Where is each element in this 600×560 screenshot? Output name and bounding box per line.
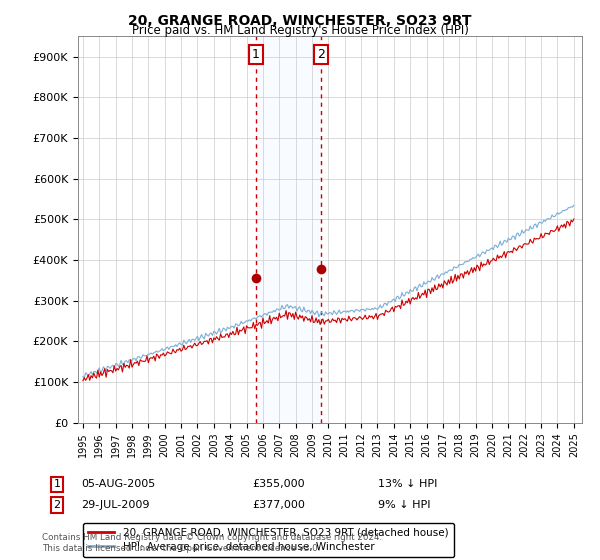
Text: Price paid vs. HM Land Registry's House Price Index (HPI): Price paid vs. HM Land Registry's House … xyxy=(131,24,469,37)
Text: £355,000: £355,000 xyxy=(252,479,305,489)
Bar xyxy=(256,36,321,423)
Text: 05-AUG-2005: 05-AUG-2005 xyxy=(81,479,155,489)
Text: 2: 2 xyxy=(53,500,61,510)
Text: Contains HM Land Registry data © Crown copyright and database right 2024.
This d: Contains HM Land Registry data © Crown c… xyxy=(42,533,382,553)
Text: 13% ↓ HPI: 13% ↓ HPI xyxy=(378,479,437,489)
Text: 20, GRANGE ROAD, WINCHESTER, SO23 9RT: 20, GRANGE ROAD, WINCHESTER, SO23 9RT xyxy=(128,14,472,28)
Text: 29-JUL-2009: 29-JUL-2009 xyxy=(81,500,149,510)
Text: 1: 1 xyxy=(53,479,61,489)
Legend: 20, GRANGE ROAD, WINCHESTER, SO23 9RT (detached house), HPI: Average price, deta: 20, GRANGE ROAD, WINCHESTER, SO23 9RT (d… xyxy=(83,522,454,557)
Text: 9% ↓ HPI: 9% ↓ HPI xyxy=(378,500,431,510)
Text: £377,000: £377,000 xyxy=(252,500,305,510)
Text: 1: 1 xyxy=(252,48,260,61)
Text: 2: 2 xyxy=(317,48,325,61)
